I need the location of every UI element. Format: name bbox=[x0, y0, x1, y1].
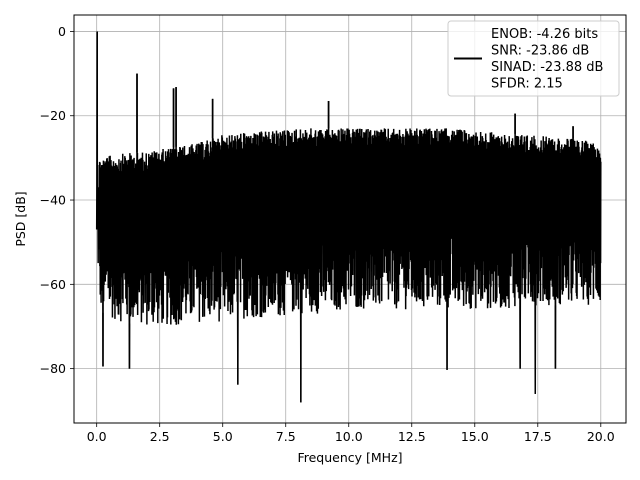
x-tick-label: 7.5 bbox=[276, 429, 296, 444]
x-tick-label: 2.5 bbox=[150, 429, 170, 444]
x-tick-label: 10.0 bbox=[335, 429, 363, 444]
legend-box bbox=[447, 20, 620, 97]
y-axis-ticks: 0 −20 −40 −60 −80 bbox=[40, 24, 74, 376]
y-axis-label: PSD [dB] bbox=[13, 191, 28, 246]
x-tick-label: 20.0 bbox=[587, 429, 615, 444]
psd-series-line bbox=[95, 31, 602, 403]
x-tick-label: 0.0 bbox=[87, 429, 107, 444]
legend-text-line: SNR: -23.86 dB bbox=[491, 44, 589, 59]
y-tick-label: −60 bbox=[40, 277, 66, 292]
x-axis-label: Frequency [MHz] bbox=[297, 450, 402, 465]
y-tick-label: 0 bbox=[58, 24, 66, 39]
legend-text-line: SINAD: -23.88 dB bbox=[491, 60, 603, 75]
legend-text-line: SFDR: 2.15 bbox=[491, 77, 563, 92]
x-tick-label: 12.5 bbox=[398, 429, 426, 444]
x-tick-label: 15.0 bbox=[461, 429, 489, 444]
x-tick-label: 5.0 bbox=[213, 429, 233, 444]
axes-frame bbox=[73, 14, 627, 424]
plot-area bbox=[95, 31, 602, 403]
y-tick-label: −40 bbox=[40, 193, 66, 208]
y-tick-label: −20 bbox=[40, 108, 66, 123]
x-axis-ticks: 0.0 2.5 5.0 7.5 10.0 12.5 15.0 17.5 20.0 bbox=[87, 423, 615, 444]
legend-text-line: ENOB: -4.26 bits bbox=[491, 27, 598, 42]
y-tick-label: −80 bbox=[40, 361, 66, 376]
x-tick-label: 17.5 bbox=[524, 429, 552, 444]
